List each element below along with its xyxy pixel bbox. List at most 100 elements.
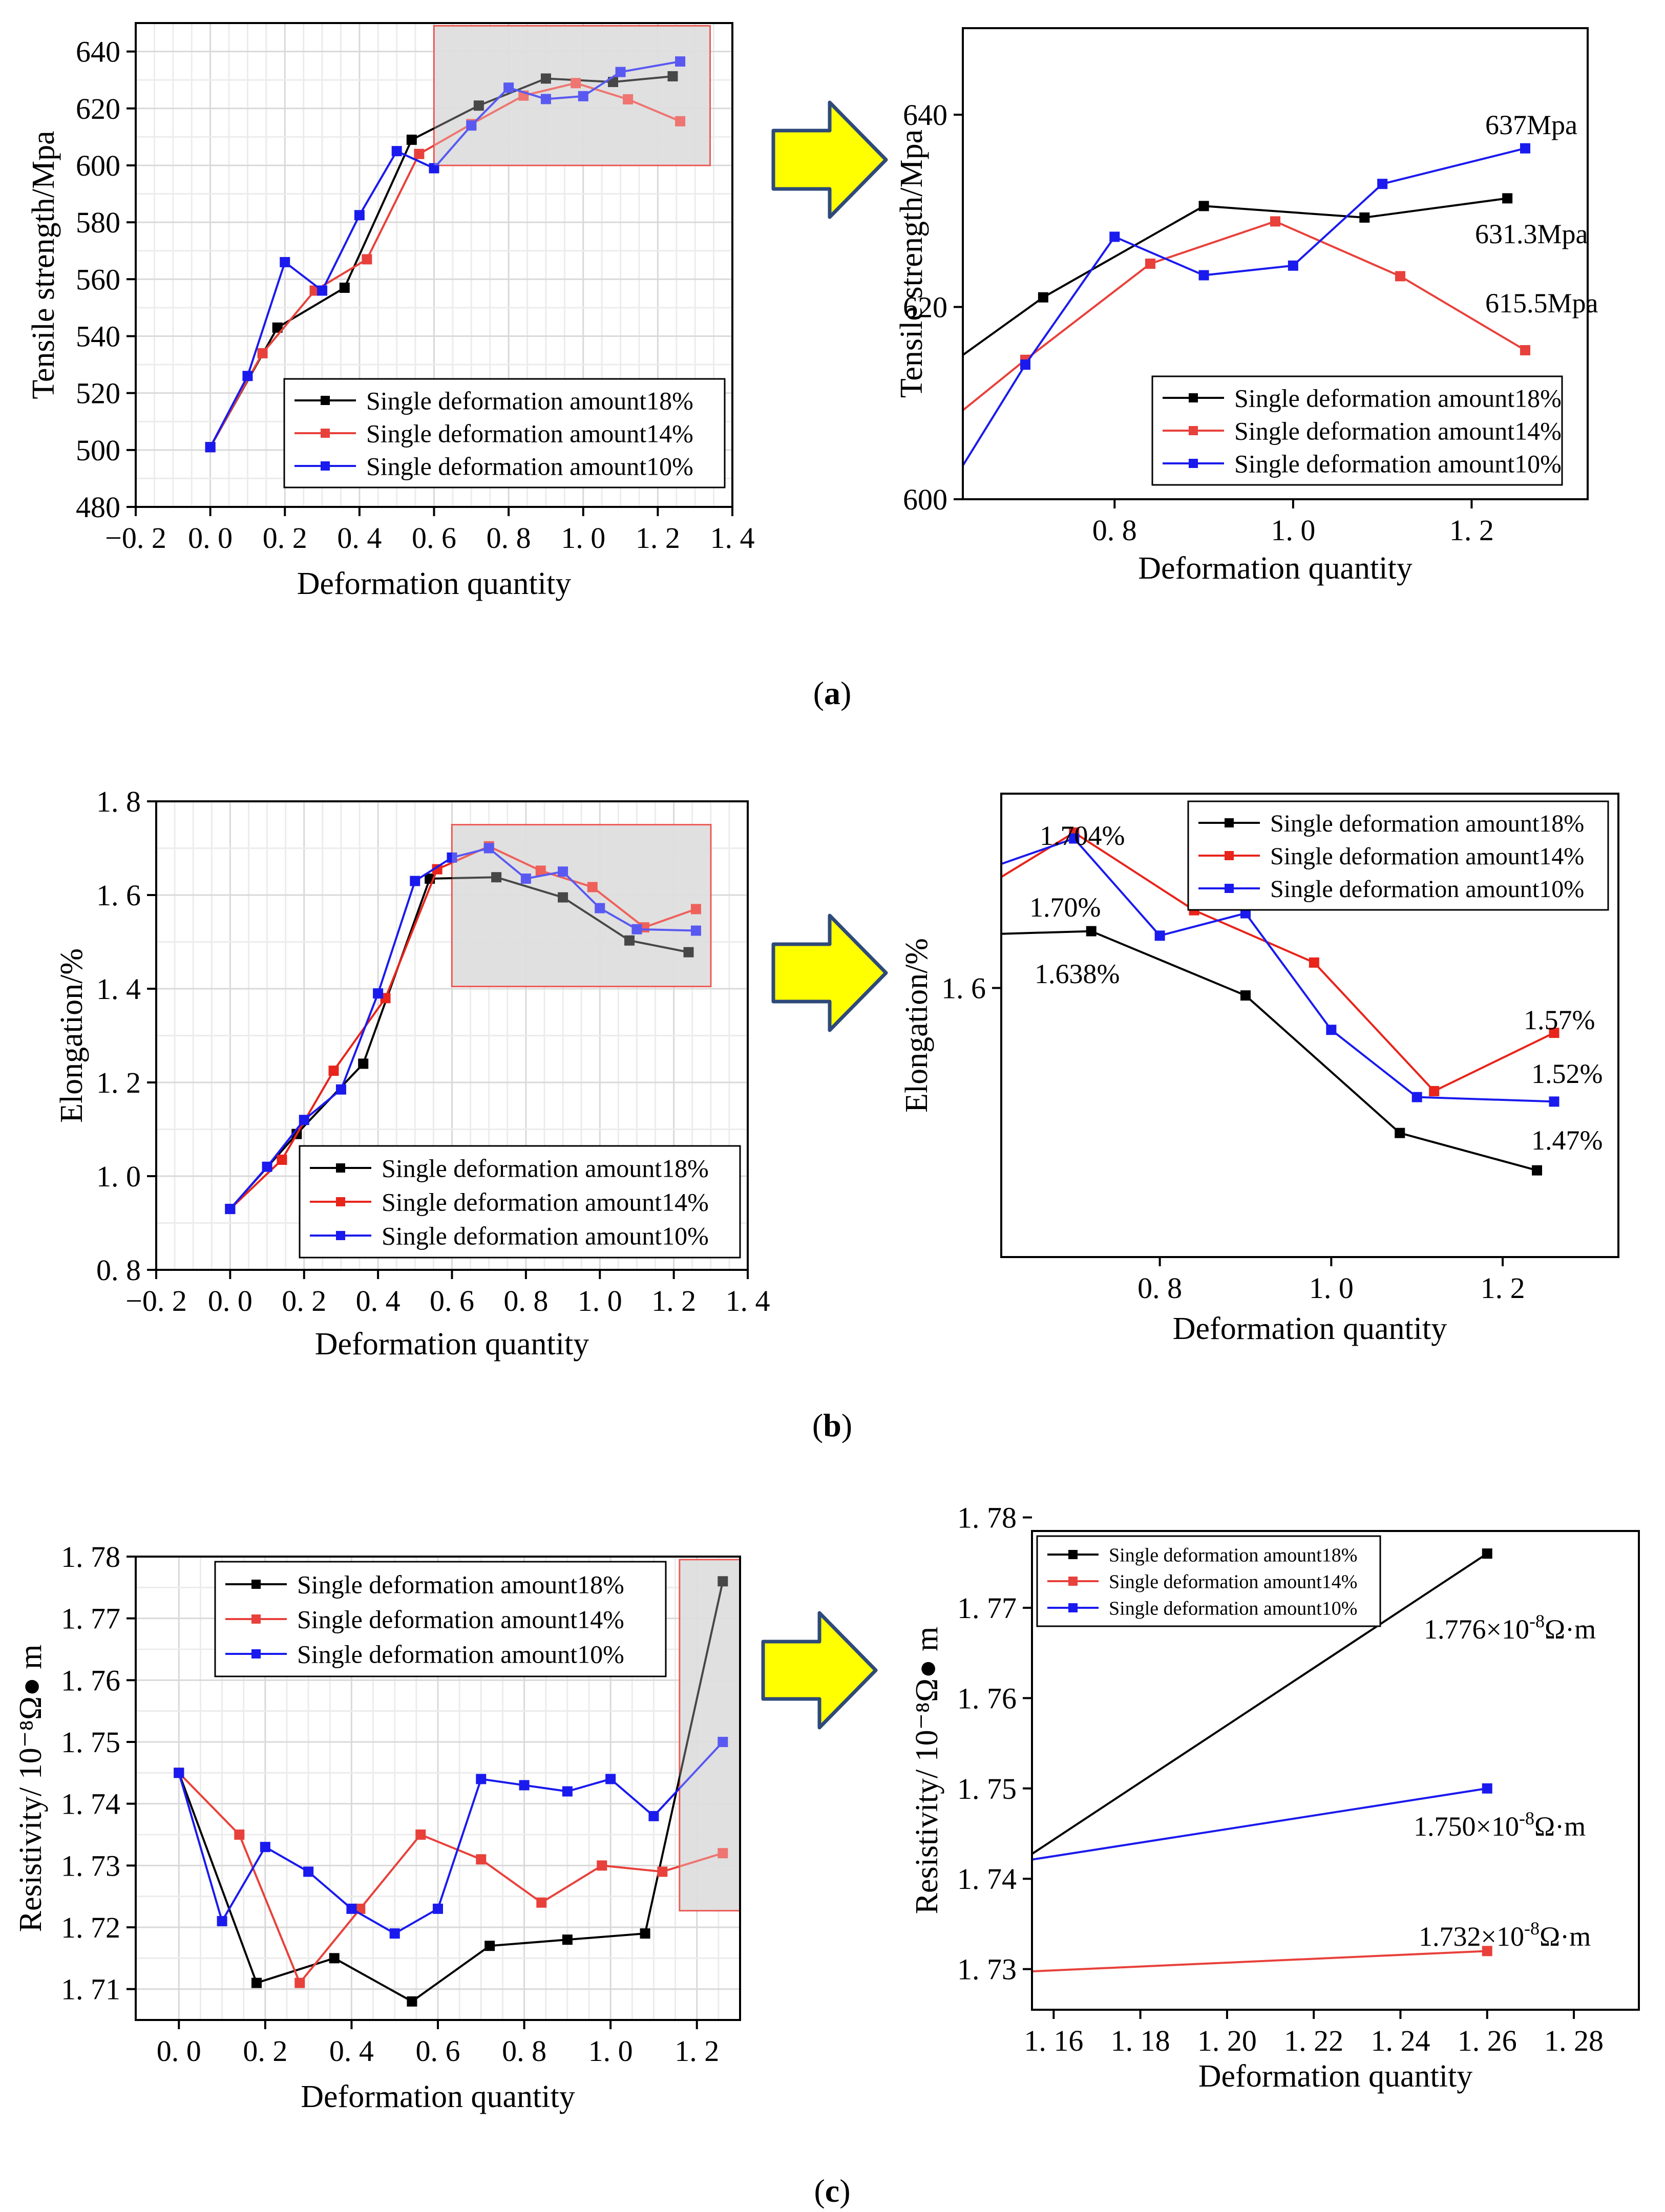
x-axis-title: Deformation quantity bbox=[1173, 1311, 1447, 1346]
series-line-2 bbox=[1032, 1787, 1488, 1861]
x-tick-label: 0. 6 bbox=[416, 2034, 460, 2068]
x-axis-title: Deformation quantity bbox=[301, 2079, 575, 2114]
data-point-2 bbox=[466, 120, 477, 131]
data-point-1 bbox=[623, 94, 634, 104]
data-point-2 bbox=[615, 67, 626, 77]
data-point-2 bbox=[410, 876, 420, 886]
value-annotation: 1.638% bbox=[1035, 959, 1120, 989]
series-line-1 bbox=[963, 220, 1526, 412]
data-point-2 bbox=[1198, 270, 1209, 281]
y-tick-label: 1. 71 bbox=[61, 1973, 120, 2006]
legend: Single deformation amount18% Single defor… bbox=[299, 1145, 741, 1259]
legend-entry: Single deformation amount18% bbox=[1270, 810, 1584, 837]
x-tick-label: 1. 0 bbox=[561, 521, 605, 555]
x-tick-label: 1. 2 bbox=[675, 2034, 719, 2068]
data-point-1 bbox=[1270, 216, 1280, 227]
y-tick-label: 1. 2 bbox=[96, 1066, 141, 1099]
y-tick-label: 500 bbox=[76, 434, 120, 467]
elongation-full-chart: −0. 2 0. 0 0. 2 0. 4 0. 6 0. 8 1. 0 1. 2 1. 40. … bbox=[54, 785, 770, 1362]
plot-frame bbox=[962, 27, 1589, 500]
zoom-region-highlight bbox=[451, 824, 712, 987]
data-point-1 bbox=[675, 116, 686, 126]
y-tick-label: 1. 73 bbox=[957, 1953, 1017, 1986]
legend-entry: Single deformation amount14% bbox=[1234, 417, 1562, 445]
x-tick-label: 1. 20 bbox=[1197, 2024, 1257, 2057]
data-point-0 bbox=[1359, 212, 1370, 223]
x-tick-label: 0. 6 bbox=[412, 521, 456, 555]
value-annotation: 1.732×10-8Ω·m bbox=[1419, 1918, 1591, 1952]
legend-box bbox=[214, 1561, 667, 1677]
y-tick-label: 1. 77 bbox=[61, 1602, 120, 1635]
legend-marker bbox=[1068, 1550, 1078, 1559]
data-point-2 bbox=[520, 873, 531, 884]
plot-frame bbox=[1031, 1530, 1640, 2011]
y-axis-title: Tensile strength/Mpa bbox=[26, 131, 61, 399]
y-tick-label: 1. 8 bbox=[96, 785, 141, 818]
data-point-2 bbox=[1069, 833, 1080, 844]
legend-entry: Single deformation amount14% bbox=[1109, 1571, 1357, 1592]
y-tick-label: 480 bbox=[76, 491, 120, 524]
data-point-1 bbox=[587, 882, 598, 892]
y-tick-label: 520 bbox=[76, 377, 120, 410]
x-tick-label: 0. 8 bbox=[502, 2034, 546, 2068]
data-point-1 bbox=[294, 1977, 305, 1988]
data-point-2 bbox=[503, 82, 514, 93]
value-annotation: 1.47% bbox=[1531, 1125, 1603, 1156]
data-point-0 bbox=[484, 1941, 495, 1951]
series-line-0 bbox=[178, 1581, 724, 2003]
x-tick-label: 0. 4 bbox=[329, 2034, 374, 2068]
data-point-0 bbox=[562, 1934, 573, 1945]
data-point-2 bbox=[391, 146, 402, 157]
zoom-region-highlight bbox=[433, 25, 711, 166]
data-series bbox=[174, 1576, 728, 2007]
series-line-2 bbox=[178, 1741, 724, 1935]
x-axis: 0. 0 0. 2 0. 4 0. 6 0. 8 1. 0 1. 2 bbox=[157, 2020, 719, 2068]
data-point-1 bbox=[690, 904, 701, 914]
legend-entry: Single deformation amount18% bbox=[366, 387, 693, 415]
data-point-1 bbox=[277, 1154, 287, 1165]
data-point-2 bbox=[303, 1866, 314, 1877]
data-point-0 bbox=[640, 1928, 650, 1939]
data-point-2 bbox=[335, 1084, 346, 1095]
x-tick-label: 0. 2 bbox=[263, 521, 307, 555]
x-tick-label: 1. 26 bbox=[1458, 2024, 1517, 2057]
data-point-1 bbox=[234, 1830, 245, 1840]
legend-entry: Single deformation amount18% bbox=[1234, 384, 1562, 413]
data-point-2 bbox=[225, 1204, 236, 1215]
legend-entry: Single deformation amount10% bbox=[297, 1640, 624, 1669]
x-tick-label: 0. 4 bbox=[337, 521, 382, 555]
legend-entry: Single deformation amount10% bbox=[382, 1222, 709, 1250]
annotations: 1.776×10-8Ω·m 1.750×10-8Ω·m 1.732×10-8Ω·m bbox=[1414, 1611, 1596, 1952]
y-axis: 1. 73 1. 74 1. 75 1. 76 1. 77 1. 78 bbox=[957, 1501, 1032, 1986]
data-point-0 bbox=[358, 1058, 369, 1069]
y-tick-label: 1. 73 bbox=[61, 1849, 120, 1882]
zoom-region-overlay bbox=[680, 1560, 740, 1911]
x-axis: −0. 2 0. 0 0. 2 0. 4 0. 6 0. 8 1. 0 1. 2 1. 4 bbox=[105, 507, 755, 555]
x-tick-label: 1. 28 bbox=[1544, 2024, 1604, 2057]
data-point-1 bbox=[1145, 259, 1155, 269]
elongation-zoom-chart: 0. 8 1. 0 1. 2 1. 6 Deformation quantity Elon… bbox=[899, 793, 1619, 1346]
data-point-0 bbox=[1482, 1548, 1492, 1559]
data-point-2 bbox=[389, 1928, 400, 1939]
data-point-2 bbox=[174, 1768, 184, 1778]
legend-entry: Single deformation amount18% bbox=[297, 1570, 624, 1599]
legend: Single deformation amount18% Single defor… bbox=[1187, 800, 1609, 911]
data-point-2 bbox=[578, 91, 588, 101]
data-point-2 bbox=[317, 285, 328, 296]
x-tick-label: 0. 4 bbox=[356, 1284, 401, 1317]
legend-entry: Single deformation amount14% bbox=[297, 1605, 624, 1634]
data-point-1 bbox=[597, 1860, 607, 1871]
y-tick-label: 1. 78 bbox=[957, 1501, 1017, 1535]
data-point-0 bbox=[272, 322, 283, 333]
legend-entry: Single deformation amount14% bbox=[366, 419, 693, 448]
series-line-1 bbox=[209, 82, 681, 448]
x-axis: 1. 16 1. 18 1. 20 1. 22 1. 24 1. 26 1. 28 bbox=[1024, 2010, 1604, 2057]
y-tick-label: 1. 75 bbox=[61, 1726, 120, 1759]
x-tick-label: −0. 2 bbox=[105, 521, 166, 555]
x-tick-label: −0. 2 bbox=[125, 1284, 187, 1317]
value-annotation: 615.5Mpa bbox=[1485, 288, 1598, 318]
data-series bbox=[963, 143, 1530, 468]
value-annotation: 1.70% bbox=[1029, 892, 1101, 923]
x-tick-label: 0. 8 bbox=[503, 1284, 548, 1317]
